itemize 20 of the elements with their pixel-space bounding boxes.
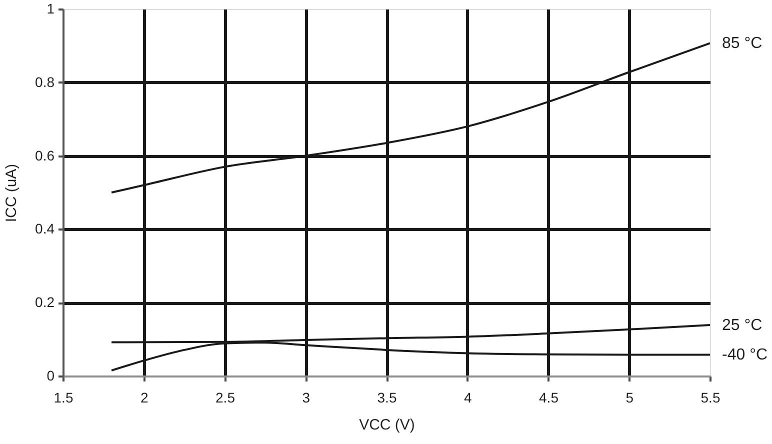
y-tick-label: 0.4 <box>35 220 55 237</box>
series-label: -40 °C <box>722 346 768 364</box>
x-axis-title: VCC (V) <box>359 416 415 434</box>
x-tick-label: 2 <box>140 390 148 406</box>
x-tick-label: 4 <box>464 390 472 406</box>
y-tick-label: 0.6 <box>35 147 55 164</box>
y-axis-title: ICC (uA) <box>3 164 20 222</box>
y-tick-label: 0.2 <box>35 294 55 310</box>
x-tick-label: 3 <box>302 390 310 406</box>
x-tick-label: 5 <box>626 390 634 406</box>
y-tick-label: 0.8 <box>35 74 55 90</box>
series-label: 25 °C <box>722 316 762 334</box>
x-tick-label: 3.5 <box>377 390 397 406</box>
y-tick-label: 0 <box>46 368 55 384</box>
series-label: 85 °C <box>722 35 762 52</box>
x-tick-label: 5.5 <box>700 390 720 406</box>
x-tick-label: 2.5 <box>216 390 236 406</box>
x-tick-label: 1.5 <box>54 390 74 406</box>
x-tick-label: 4.5 <box>539 390 559 406</box>
y-tick-label: 1 <box>46 0 55 16</box>
